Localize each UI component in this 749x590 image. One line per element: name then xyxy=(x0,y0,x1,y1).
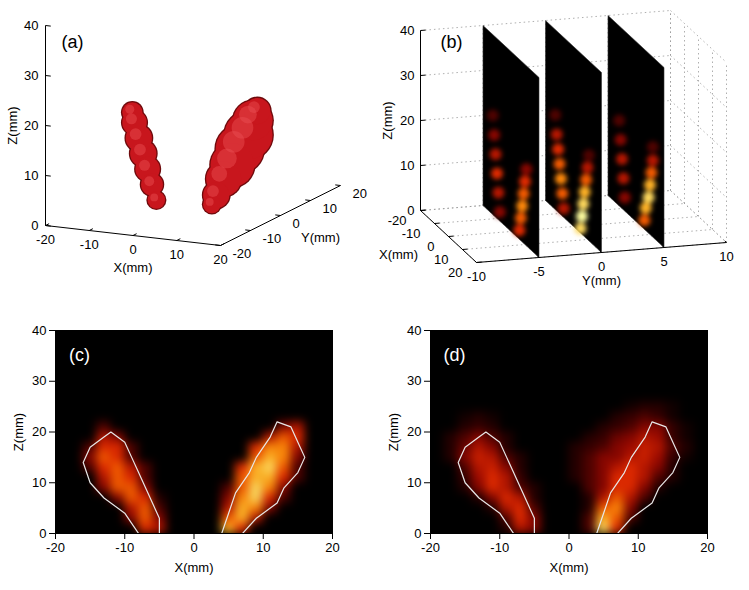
svg-text:0: 0 xyxy=(565,540,572,555)
svg-text:0: 0 xyxy=(31,218,38,233)
svg-text:X(mm): X(mm) xyxy=(175,560,214,575)
svg-text:0: 0 xyxy=(407,203,414,218)
svg-text:30: 30 xyxy=(32,373,46,388)
svg-text:10: 10 xyxy=(400,158,414,173)
svg-text:20: 20 xyxy=(400,113,414,128)
svg-text:0: 0 xyxy=(414,526,421,541)
svg-text:Y(mm): Y(mm) xyxy=(301,230,340,245)
svg-text:40: 40 xyxy=(24,18,38,33)
svg-text:0: 0 xyxy=(190,540,197,555)
svg-text:0: 0 xyxy=(598,259,605,274)
svg-text:30: 30 xyxy=(24,68,38,83)
svg-text:-10: -10 xyxy=(80,237,99,252)
svg-text:5: 5 xyxy=(660,254,667,269)
svg-text:-20: -20 xyxy=(387,212,407,228)
svg-text:0: 0 xyxy=(427,238,435,254)
svg-text:Z(mm): Z(mm) xyxy=(11,413,26,451)
svg-text:30: 30 xyxy=(407,373,421,388)
svg-text:(c): (c) xyxy=(69,345,90,365)
svg-text:20: 20 xyxy=(325,540,339,555)
svg-text:40: 40 xyxy=(407,323,421,338)
svg-text:20: 20 xyxy=(213,252,227,267)
svg-text:0: 0 xyxy=(129,242,136,257)
svg-text:-10: -10 xyxy=(263,231,282,246)
svg-text:(b): (b) xyxy=(441,32,463,52)
svg-text:10: 10 xyxy=(323,201,337,216)
svg-text:10: 10 xyxy=(256,540,270,555)
svg-text:-10: -10 xyxy=(115,540,134,555)
svg-text:Y(mm): Y(mm) xyxy=(582,273,621,288)
svg-text:-20: -20 xyxy=(46,540,65,555)
svg-text:40: 40 xyxy=(32,323,46,338)
svg-text:-10: -10 xyxy=(402,226,421,241)
svg-text:10: 10 xyxy=(631,540,645,555)
svg-text:10: 10 xyxy=(719,249,733,264)
svg-text:Z(mm): Z(mm) xyxy=(5,106,20,144)
svg-text:20: 20 xyxy=(448,265,462,280)
svg-text:-20: -20 xyxy=(36,232,55,247)
svg-text:10: 10 xyxy=(407,475,421,490)
svg-text:X(mm): X(mm) xyxy=(114,260,153,275)
svg-text:10: 10 xyxy=(434,252,448,267)
svg-text:20: 20 xyxy=(32,424,46,439)
svg-text:X(mm): X(mm) xyxy=(379,247,418,262)
svg-text:20: 20 xyxy=(700,540,714,555)
svg-text:-5: -5 xyxy=(533,264,545,279)
svg-text:20: 20 xyxy=(353,186,367,201)
svg-text:Z(mm): Z(mm) xyxy=(386,413,401,451)
svg-text:(d): (d) xyxy=(444,345,466,365)
svg-text:20: 20 xyxy=(407,424,421,439)
svg-text:0: 0 xyxy=(293,216,300,231)
svg-text:-20: -20 xyxy=(233,246,252,261)
svg-text:10: 10 xyxy=(170,247,184,262)
svg-text:10: 10 xyxy=(24,168,38,183)
svg-text:X(mm): X(mm) xyxy=(550,560,589,575)
svg-text:Z(mm): Z(mm) xyxy=(380,101,395,139)
svg-text:-10: -10 xyxy=(490,540,509,555)
svg-text:20: 20 xyxy=(24,118,38,133)
svg-text:-10: -10 xyxy=(467,269,486,284)
svg-text:-20: -20 xyxy=(421,540,440,555)
svg-text:40: 40 xyxy=(400,23,414,38)
svg-text:10: 10 xyxy=(32,475,46,490)
svg-text:30: 30 xyxy=(400,68,414,83)
svg-text:(a): (a) xyxy=(62,32,84,52)
svg-text:0: 0 xyxy=(39,526,46,541)
